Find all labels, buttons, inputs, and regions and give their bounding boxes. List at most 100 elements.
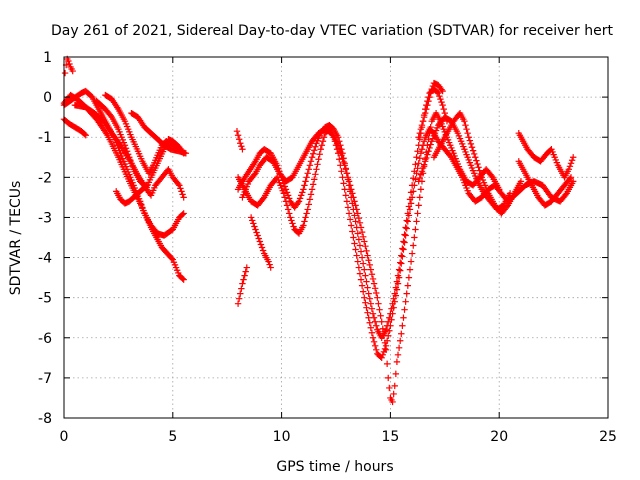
data-point <box>413 170 420 177</box>
data-point <box>177 185 184 192</box>
data-point <box>234 300 242 307</box>
data-point <box>364 309 371 316</box>
data-point <box>334 142 342 149</box>
data-point <box>370 338 378 345</box>
data-point <box>472 154 479 161</box>
data-point <box>423 154 430 162</box>
data-point <box>311 176 318 183</box>
data-point <box>258 244 266 251</box>
data-point <box>289 220 296 227</box>
data-point <box>371 318 379 325</box>
data-point <box>403 290 410 297</box>
data-point <box>368 305 376 312</box>
data-point <box>317 146 324 153</box>
data-point <box>408 250 416 257</box>
data-point <box>569 178 577 185</box>
data-point <box>393 286 401 293</box>
data-point <box>366 319 373 326</box>
data-point <box>339 174 346 181</box>
data-point <box>349 228 356 235</box>
data-point <box>466 137 474 144</box>
data-point <box>565 166 573 173</box>
data-point <box>412 226 419 233</box>
data-point <box>362 299 369 306</box>
data-point <box>316 151 323 158</box>
data-point <box>414 165 421 172</box>
data-point <box>418 121 426 129</box>
data-point <box>340 180 347 187</box>
data-point <box>143 182 150 189</box>
data-point <box>404 282 412 289</box>
data-point <box>405 212 413 219</box>
data-point <box>477 170 484 178</box>
data-point <box>410 188 417 195</box>
data-point <box>419 117 427 125</box>
data-point <box>290 223 297 230</box>
data-point <box>294 199 302 207</box>
data-point <box>410 242 417 249</box>
data-point <box>123 148 131 155</box>
data-point <box>433 88 441 96</box>
data-point <box>314 161 321 168</box>
data-point <box>256 238 264 245</box>
data-point <box>354 258 361 265</box>
data-point <box>476 167 483 174</box>
x-tick-label: 10 <box>273 429 291 445</box>
data-point <box>243 264 250 271</box>
data-point <box>415 160 422 167</box>
data-point <box>414 210 421 217</box>
data-point <box>399 322 406 329</box>
data-point <box>175 180 182 188</box>
data-point <box>250 220 257 227</box>
data-point <box>569 154 577 161</box>
data-point <box>367 266 375 273</box>
data-point <box>361 294 368 301</box>
data-point <box>427 89 434 97</box>
data-point <box>234 132 242 139</box>
data-point <box>420 138 428 145</box>
data-point <box>373 289 380 297</box>
data-point <box>142 183 149 190</box>
data-point <box>475 164 482 171</box>
data-point <box>242 268 249 275</box>
series-arc-20 <box>515 158 575 209</box>
data-point <box>354 230 361 237</box>
data-point <box>402 232 409 239</box>
y-tick-label: -1 <box>38 130 52 146</box>
data-point <box>303 210 310 217</box>
data-point <box>412 161 419 168</box>
data-point <box>399 245 406 252</box>
data-point <box>122 145 130 152</box>
series-arc-15 <box>247 214 274 271</box>
data-point <box>385 374 392 382</box>
data-point <box>138 201 145 208</box>
data-point <box>341 162 348 169</box>
data-point <box>404 218 412 225</box>
data-point <box>567 174 575 181</box>
data-point <box>415 134 422 141</box>
data-point <box>403 225 410 232</box>
data-point <box>351 240 358 247</box>
data-point <box>390 304 397 311</box>
data-point <box>180 210 187 217</box>
data-point <box>391 298 398 305</box>
data-point <box>339 155 346 162</box>
data-point <box>365 257 372 264</box>
data-point <box>342 192 349 199</box>
data-point <box>352 218 359 225</box>
series-arc-16 <box>415 79 446 141</box>
data-point <box>265 258 272 265</box>
data-point <box>408 194 416 201</box>
data-point <box>407 200 415 207</box>
data-point <box>424 101 431 109</box>
data-point <box>357 224 365 231</box>
data-point <box>383 360 391 368</box>
data-point <box>356 219 364 226</box>
data-point <box>296 195 304 202</box>
data-point <box>305 201 312 208</box>
data-point <box>389 398 396 406</box>
data-point <box>358 282 366 289</box>
data-point <box>386 384 393 392</box>
data-point <box>365 290 372 297</box>
data-point <box>346 216 354 223</box>
